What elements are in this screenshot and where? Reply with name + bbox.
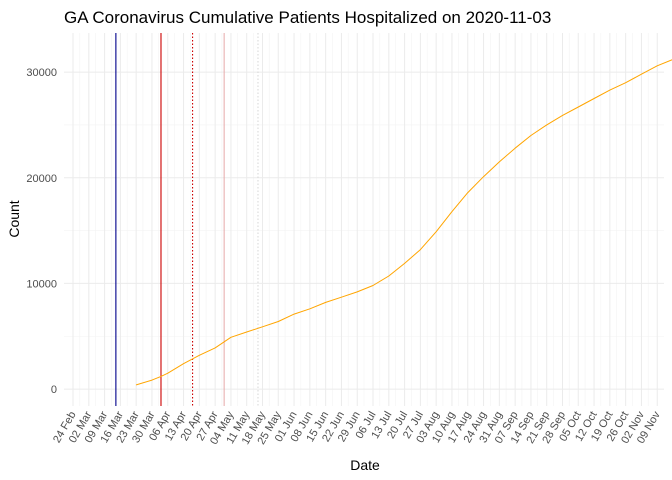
chart-title: GA Coronavirus Cumulative Patients Hospi… <box>64 8 551 27</box>
minor-gridlines <box>64 33 664 406</box>
y-tick-labels: 0 10000 20000 30000 <box>26 67 57 396</box>
series-point <box>325 302 327 303</box>
series-point <box>420 249 421 250</box>
series-point <box>160 376 162 377</box>
x-axis-title: Date <box>350 457 380 473</box>
series-point <box>609 89 611 91</box>
series-point <box>514 147 516 149</box>
series-point <box>230 337 232 338</box>
series-point <box>293 313 295 315</box>
series-point <box>309 308 311 310</box>
series-point <box>167 372 169 374</box>
series-point <box>341 296 342 298</box>
series-point <box>499 161 500 163</box>
series-point <box>356 291 358 293</box>
series-point <box>467 192 469 193</box>
series-point <box>278 321 279 322</box>
series-point <box>625 82 626 83</box>
reference-lines <box>115 33 259 406</box>
series-point <box>183 363 184 365</box>
series-point <box>641 73 642 75</box>
series-line <box>136 59 672 386</box>
series-point <box>199 355 200 356</box>
series-point <box>435 231 437 232</box>
major-gridlines <box>64 33 664 406</box>
series-point <box>151 379 153 381</box>
series-point <box>214 347 216 349</box>
series-point <box>656 65 658 67</box>
series-point <box>593 98 595 99</box>
series-point <box>578 106 579 108</box>
y-tick-label: 30000 <box>26 67 57 79</box>
series-point <box>404 263 405 264</box>
series-point <box>372 285 374 286</box>
y-tick-label: 10000 <box>26 278 57 290</box>
series-point <box>562 115 563 116</box>
series-point <box>546 124 547 126</box>
series-point <box>135 384 137 386</box>
y-tick-label: 20000 <box>26 173 57 185</box>
series-point <box>246 331 247 333</box>
y-axis-title: Count <box>6 200 22 237</box>
series-layer <box>135 59 672 386</box>
y-tick-label: 0 <box>51 384 57 396</box>
series-point <box>262 326 263 328</box>
series-point <box>388 275 390 277</box>
series-point <box>483 176 484 177</box>
series-point <box>530 135 532 136</box>
series-point <box>451 211 453 212</box>
